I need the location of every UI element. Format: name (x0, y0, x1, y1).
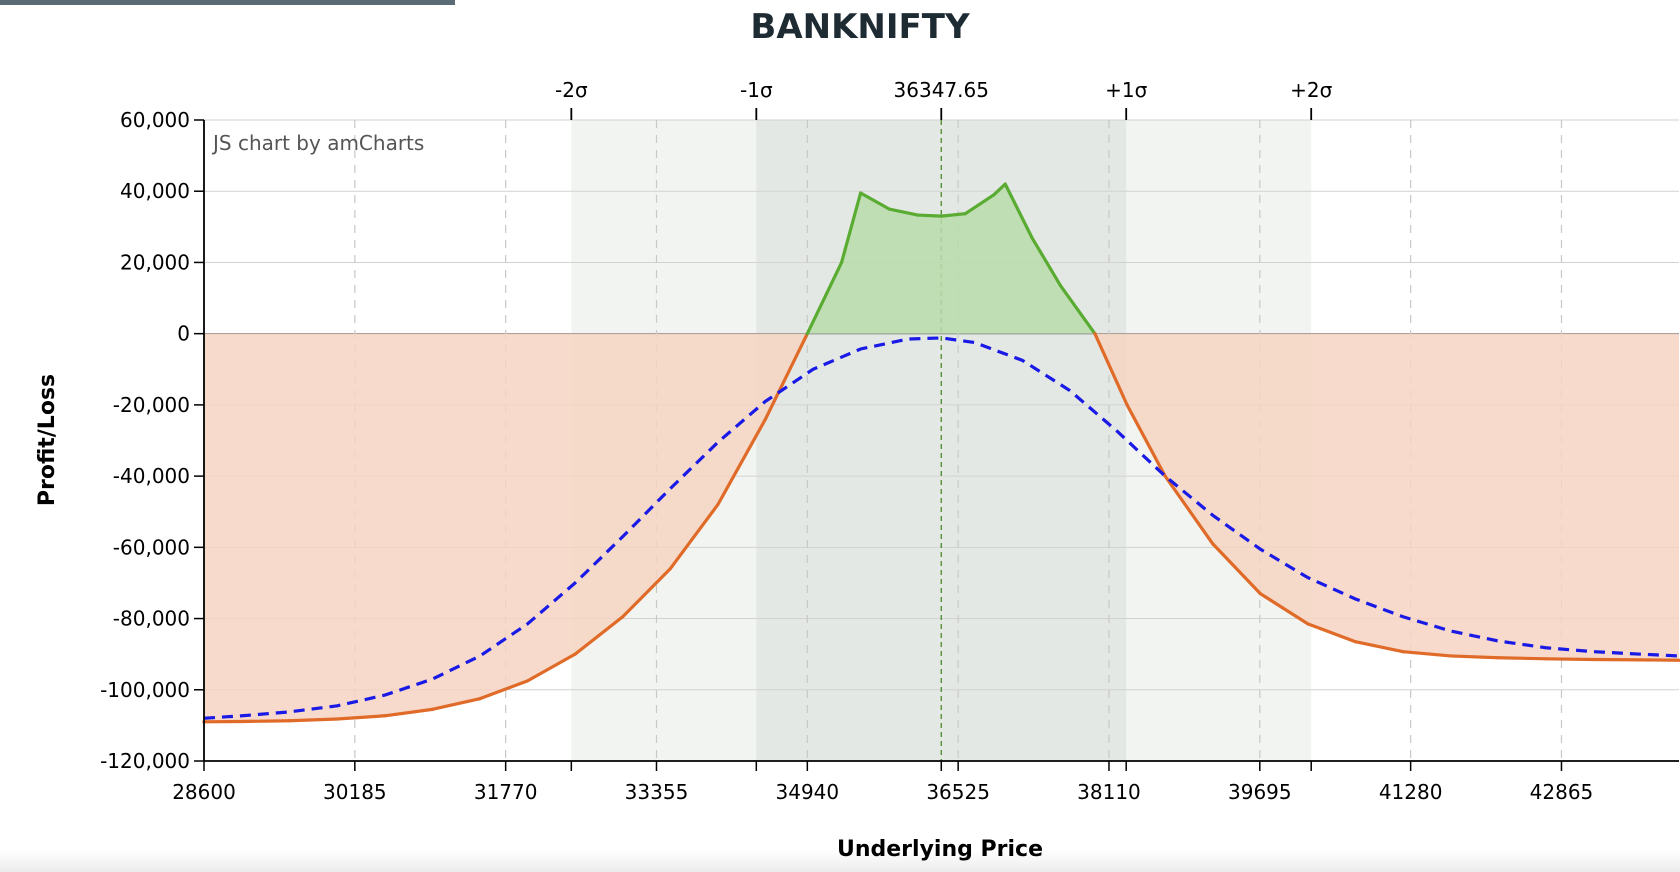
y-tick-label: 20,000 (120, 250, 190, 274)
expiry-payoff-segment (1211, 542, 1262, 596)
expiry-payoff-segment (478, 679, 530, 701)
expiry-payoff-segment (430, 697, 482, 711)
y-axis-label: Profit/Loss (35, 374, 60, 506)
expiry-payoff-segment (1163, 474, 1215, 546)
sigma-label: -1σ (740, 78, 773, 102)
profit-area (807, 184, 1679, 334)
expiry-payoff-segment (1401, 650, 1453, 658)
expiry-payoff-segment (992, 182, 1007, 197)
expiry-payoff-segment (916, 213, 944, 218)
expiry-payoff-segment (668, 503, 720, 571)
expiry-payoff-segment (805, 260, 844, 336)
expiry-payoff-segment (839, 191, 863, 265)
y-tick-label: 0 (177, 322, 190, 346)
x-tick-label: 30185 (323, 780, 387, 804)
expiry-payoff-segment (1353, 640, 1405, 654)
t-plus-0-line (203, 336, 1680, 720)
footer-shade (0, 850, 1680, 872)
expiry-payoff-segment (335, 714, 387, 721)
x-axis-label: Underlying Price (837, 837, 1043, 862)
expiry-payoff-segment (525, 652, 577, 683)
x-tick-label: 33355 (625, 780, 689, 804)
y-tick-label: -40,000 (113, 464, 190, 488)
x-tick-label: 41280 (1379, 780, 1443, 804)
expiry-payoff-segment (859, 191, 891, 211)
sigma-label: -2σ (555, 78, 588, 102)
expiry-payoff-segment (1258, 592, 1310, 626)
expiry-payoff-segment (1093, 332, 1129, 407)
expiry-payoff-segment (763, 332, 809, 421)
y-tick-label: -20,000 (113, 393, 190, 417)
sigma-label: 36347.65 (894, 78, 989, 102)
pnl-lines (202, 182, 1680, 724)
x-tick-label: 34940 (776, 780, 840, 804)
sigma-label: +1σ (1105, 78, 1147, 102)
expiry-payoff-segment (1496, 656, 1548, 661)
expiry-payoff-segment (1058, 283, 1097, 336)
expiry-payoff-segment (939, 212, 967, 218)
sigma-label: +2σ (1290, 78, 1332, 102)
expiry-payoff-segment (240, 719, 292, 724)
y-tick-label: -80,000 (113, 607, 190, 631)
expiry-payoff-segment (887, 207, 920, 217)
x-tick-label: 39695 (1228, 780, 1292, 804)
expiry-payoff-segment (1306, 622, 1358, 644)
x-tick-label: 42865 (1530, 780, 1594, 804)
expiry-payoff-segment (573, 615, 625, 656)
expiry-payoff-segment (1030, 235, 1063, 288)
x-tick-label: 36525 (926, 780, 990, 804)
chart-title: BANKNIFTY (750, 7, 970, 47)
y-tick-label: -60,000 (113, 535, 190, 559)
expiry-payoff-segment (1544, 657, 1595, 662)
x-tick-label: 28600 (172, 780, 236, 804)
x-tick-label: 31770 (474, 780, 538, 804)
y-tick-label: 40,000 (120, 179, 190, 203)
top-accent-bar (0, 0, 455, 5)
expiry-payoff-segment (1125, 403, 1167, 478)
expiry-payoff-segment (383, 707, 434, 718)
expiry-payoff-segment (1003, 182, 1034, 240)
expiry-payoff-segment (716, 417, 768, 507)
watermark-label[interactable]: JS chart by amCharts (211, 131, 424, 155)
expiry-payoff-segment (288, 717, 339, 723)
x-tick-label: 38110 (1077, 780, 1141, 804)
expiry-payoff-segment (963, 193, 996, 216)
y-tick-label: -120,000 (100, 749, 190, 773)
y-tick-label: 60,000 (120, 108, 190, 132)
axes: 60,000 40,000 20,000 0 -20,000 -40,000 -60,000… (100, 78, 1679, 804)
expiry-payoff-segment (621, 567, 672, 619)
y-tick-label: -100,000 (100, 678, 190, 702)
expiry-payoff-segment (1449, 654, 1500, 660)
